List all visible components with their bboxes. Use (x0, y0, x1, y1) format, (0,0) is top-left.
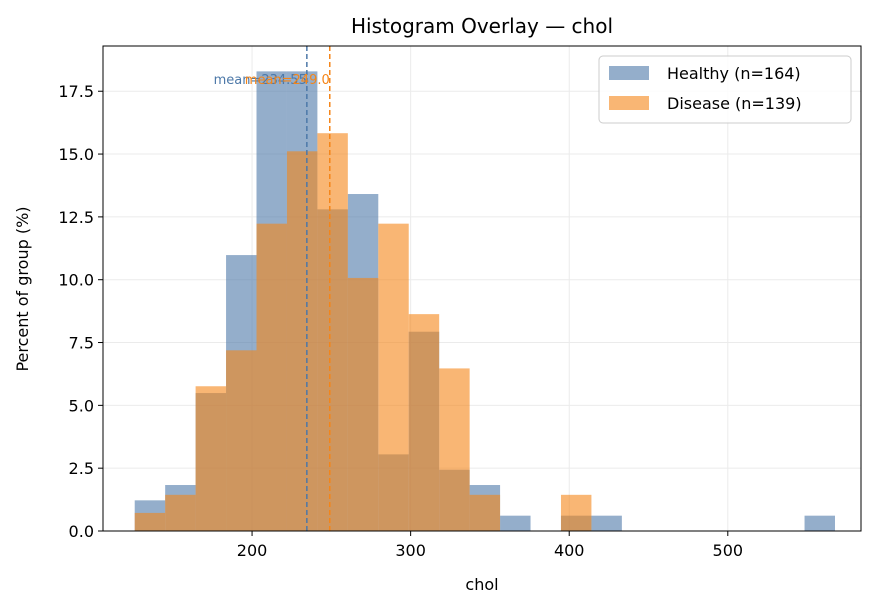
legend-box (598, 55, 852, 124)
bar-series-1 (591, 515, 622, 531)
mean-label-series-2: mean=249.0 (245, 73, 330, 88)
bars (134, 71, 835, 532)
y-tick-label: 5.0 (69, 396, 94, 415)
legend: Healthy (n=164) Disease (n=139) (598, 55, 852, 124)
bar-series-2 (408, 314, 440, 531)
legend-label-series-2: Disease (n=139) (667, 94, 802, 113)
bar-series-1 (500, 515, 531, 531)
x-tick-label: 500 (713, 541, 744, 560)
bar-series-2 (469, 494, 501, 531)
x-axis-ticks: 200 300 400 500 (237, 531, 743, 560)
bar-series-2 (347, 277, 379, 531)
y-tick-label: 10.0 (58, 271, 94, 290)
legend-label-series-1: Healthy (n=164) (667, 64, 801, 83)
chart-title: Histogram Overlay — chol (351, 14, 613, 38)
x-tick-label: 400 (554, 541, 585, 560)
bar-series-2 (195, 386, 227, 531)
x-tick-label: 200 (237, 541, 268, 560)
bar-series-2 (286, 151, 318, 532)
y-tick-label: 2.5 (69, 459, 94, 478)
plot-frame (102, 45, 862, 532)
y-axis-ticks: 0.0 2.5 5.0 7.5 10.0 12.5 15.0 17.5 (58, 82, 103, 541)
x-tick-label: 300 (395, 541, 426, 560)
bar-series-2 (226, 350, 257, 531)
bar-series-2 (378, 223, 409, 531)
legend-swatch-series-1 (609, 66, 649, 80)
bar-series-2 (165, 494, 196, 531)
y-axis-label: Percent of group (%) (13, 206, 32, 371)
y-tick-label: 12.5 (58, 208, 94, 227)
bar-series-2 (256, 223, 287, 531)
bar-series-2 (560, 494, 592, 531)
mean-label-series-1: mean=234.55 (214, 73, 307, 88)
bar-series-2 (439, 368, 470, 531)
y-tick-label: 7.5 (69, 334, 94, 353)
bar-series-2 (317, 133, 348, 532)
y-tick-label: 0.0 (69, 522, 94, 541)
bar-series-1 (804, 515, 835, 531)
x-axis-label: chol (465, 575, 498, 594)
y-tick-label: 15.0 (58, 145, 94, 164)
y-tick-label: 17.5 (58, 82, 94, 101)
bar-series-2 (134, 512, 166, 531)
legend-swatch-series-2 (609, 96, 649, 110)
